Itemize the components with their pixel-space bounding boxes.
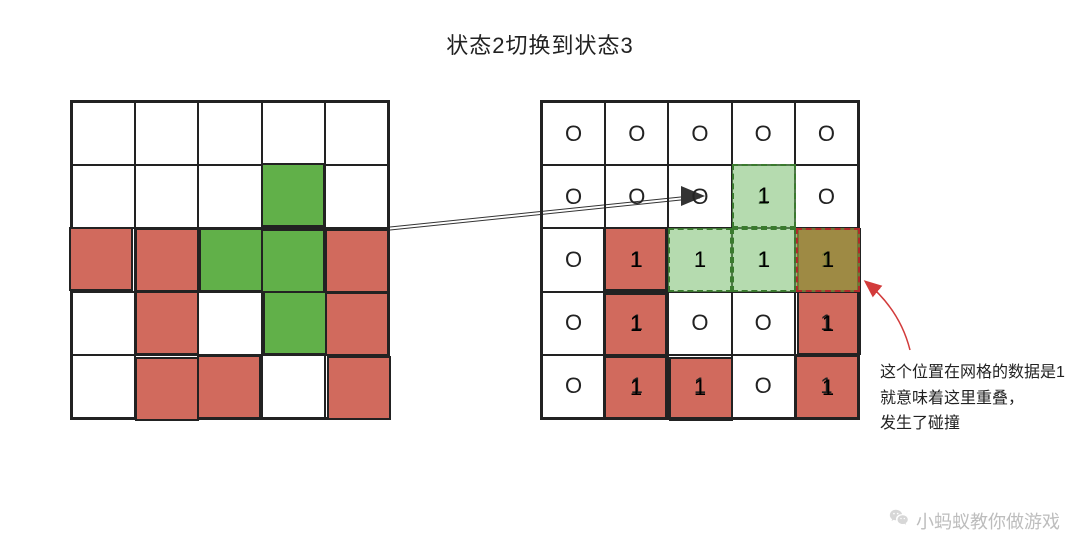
grid-cell [135, 165, 198, 228]
grid-cell: O [795, 102, 858, 165]
grid-cell [325, 165, 388, 228]
grid-cell: O [542, 165, 605, 228]
grid-cell-value: 1 [604, 292, 668, 356]
tile-red [135, 228, 199, 292]
grid-cell-value: 1 [604, 356, 668, 420]
grid-cell [135, 102, 198, 165]
grid-cell [72, 165, 135, 228]
grid-cell: O [542, 292, 605, 355]
annotation-line: 发生了碰撞 [880, 411, 1065, 437]
callout-arrow [866, 282, 910, 350]
grid-cell [198, 165, 261, 228]
grid-cell [262, 355, 325, 418]
grid-cell: O [732, 355, 795, 418]
grid-cell [198, 292, 261, 355]
grid-cell: O [542, 102, 605, 165]
tile-red [197, 355, 261, 419]
grid-cell: O [605, 102, 668, 165]
grid-cell-value: 1 [796, 228, 860, 292]
grid-cell-value: 1 [732, 164, 796, 228]
grid-cell [72, 102, 135, 165]
grid-cell-value: 1 [796, 292, 860, 356]
tile-red [325, 229, 389, 293]
grid-cell [72, 292, 135, 355]
tile-red [135, 291, 199, 355]
grid-cell-value: 1 [668, 228, 732, 292]
grid-cell: O [605, 165, 668, 228]
grid-cell [198, 102, 261, 165]
watermark: 小蚂蚁教你做游戏 [888, 507, 1060, 535]
tile-green [261, 229, 325, 293]
tile-red [69, 227, 133, 291]
grid-cell: O [668, 165, 731, 228]
watermark-text: 小蚂蚁教你做游戏 [916, 508, 1060, 534]
grid-cell: O [668, 102, 731, 165]
grid-cell: O [542, 228, 605, 291]
grid-cell-value: 1 [732, 228, 796, 292]
grid-cell: O [732, 292, 795, 355]
grid-cell-value: 1 [604, 228, 668, 292]
wechat-icon [888, 507, 910, 535]
annotation-line: 就意味着这里重叠， [880, 386, 1065, 412]
tile-red [135, 357, 199, 421]
grid-cell-value: 1 [796, 356, 860, 420]
grid-cell [325, 102, 388, 165]
grid-cell: O [795, 165, 858, 228]
tile-red [327, 356, 391, 420]
grid-cell: O [542, 355, 605, 418]
grid-cell: O [668, 292, 731, 355]
tile-red [325, 292, 389, 356]
grid-cell: O [732, 102, 795, 165]
tile-green [199, 228, 263, 292]
diagram-title: 状态2切换到状态3 [446, 28, 633, 60]
annotation-line: 这个位置在网格的数据是1 [880, 360, 1065, 386]
tile-green [261, 163, 325, 227]
grid-cell [262, 102, 325, 165]
collision-annotation: 这个位置在网格的数据是1就意味着这里重叠，发生了碰撞 [880, 360, 1065, 437]
grid-cell [72, 355, 135, 418]
tile-green [263, 291, 327, 355]
grid-cell-value: 1 [668, 356, 732, 420]
